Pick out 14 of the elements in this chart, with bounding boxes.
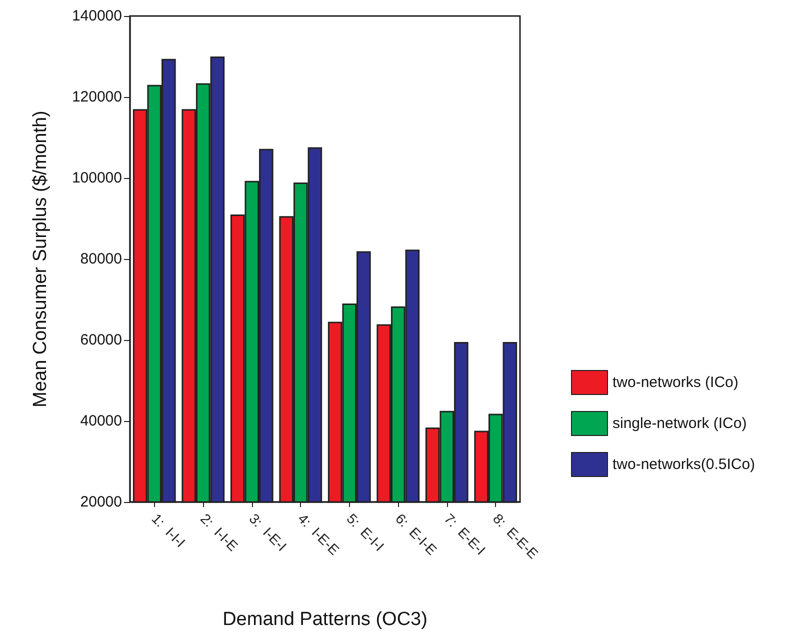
y-tick-label: 120000 [72,88,122,106]
x-axis-title: Demand Patterns (OC3) [222,609,428,630]
legend-label: two-networks(0.5ICo) [612,456,756,473]
legend-label: single-network (ICo) [612,415,747,432]
y-tick-label: 20000 [80,494,122,510]
y-tick-label: 60000 [80,332,122,348]
y-tick-label: 40000 [80,412,122,430]
x-tick-label: 1: I-I-I [148,510,189,550]
y-tick-label: 140000 [72,8,122,24]
y-tick-label: 80000 [80,250,122,268]
legend-label: two-networks (ICo) [612,374,738,391]
y-tick-label: 100000 [72,170,122,186]
x-tick-label: 3: I-E-I [246,510,290,554]
y-axis-title: Mean Consumer Surplus ($/month) [30,110,51,408]
